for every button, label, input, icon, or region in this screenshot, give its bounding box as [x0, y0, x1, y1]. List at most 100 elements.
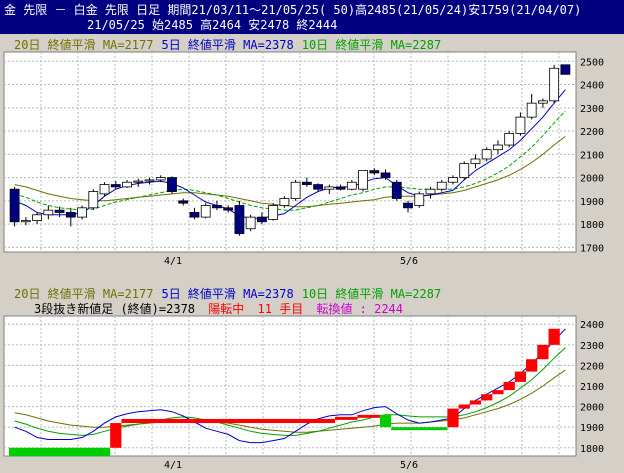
candle-up [526, 102, 537, 118]
y-tick-label: 2100 [580, 150, 604, 161]
candle-up [77, 207, 87, 218]
y-tick-label: 2200 [580, 127, 604, 138]
candle-up [549, 67, 560, 102]
turn-count: 11 手目 [257, 302, 304, 316]
candle-up [425, 188, 436, 195]
candle-up [459, 163, 470, 178]
candle-up [346, 181, 357, 190]
candle-down [167, 177, 177, 192]
ma20-line [14, 136, 566, 208]
legend-break: 20日 終値平滑 MA=2177 5日 終値平滑 MA=2378 10日 終値平滑 … [14, 285, 449, 302]
candle-down [54, 209, 65, 213]
candle-up [414, 193, 425, 206]
ma20-line [14, 369, 566, 433]
candle-down [369, 170, 380, 174]
break-block-up [514, 371, 527, 382]
break-block-up [481, 394, 493, 401]
break-block-up [537, 344, 549, 360]
candle-down [65, 212, 76, 218]
y-tick-label: 1700 [580, 243, 604, 254]
y-tick-label: 2000 [580, 174, 604, 185]
break-block-up [469, 400, 482, 405]
candle-down [234, 205, 245, 235]
y-tick-label: 2100 [580, 382, 604, 393]
candle-up [470, 158, 481, 165]
break-block-up [334, 416, 358, 420]
candle-up [32, 214, 42, 222]
candle-down [223, 207, 234, 211]
x-tick-label: 5/6 [400, 256, 418, 267]
legend-ma20: 20日 終値平滑 MA=2177 [14, 38, 154, 52]
y-tick-label: 1900 [580, 423, 604, 434]
break-label: 3段抜き新値足 (終値)=2378 [34, 302, 196, 316]
y-tick-label: 1800 [580, 220, 604, 231]
legend-ma5: 5日 終値平滑 MA=2378 [161, 38, 294, 52]
y-tick-label: 1900 [580, 197, 604, 208]
break-info: 3段抜き新値足 (終値)=2378 陽転中 11 手目 転換値 : 2244 [34, 300, 403, 317]
break-block-up [121, 418, 335, 424]
break-block-up [526, 359, 538, 372]
y-tick-label: 2200 [580, 361, 604, 372]
y-tick-label: 1800 [580, 444, 604, 455]
break-block-up [357, 414, 380, 418]
break-block-up [548, 328, 560, 345]
break-block-down [391, 427, 448, 431]
legend-candle: 20日 終値平滑 MA=2177 5日 終値平滑 MA=2378 10日 終値平滑 … [14, 36, 449, 53]
break-block-up [492, 390, 504, 395]
candle-down [189, 212, 200, 218]
ohlc-summary: 21/05/25 始2485 高2464 安2478 終2444 [87, 18, 338, 32]
break-block-down [9, 447, 111, 457]
candle-down [178, 200, 189, 204]
x-tick-label: 4/1 [164, 460, 182, 471]
candle-down [403, 202, 413, 209]
x-tick-label: 5/6 [400, 460, 418, 471]
break-block-up [447, 408, 459, 428]
candle-up [538, 100, 548, 104]
candle-up [358, 170, 368, 190]
candle-up [133, 180, 144, 183]
break-block-up [458, 404, 470, 409]
break-block-up [503, 381, 515, 391]
legend-ma5: 5日 終値平滑 MA=2378 [161, 287, 294, 301]
candle-down [110, 184, 121, 188]
chart-title: 金 先限 － 白金 先限 日足 期間21/03/11～21/05/25( 50)… [4, 3, 582, 17]
legend-ma20: 20日 終値平滑 MA=2177 [14, 287, 154, 301]
reversal-status: 陽転中 [208, 302, 245, 316]
ma5-line [14, 89, 566, 219]
candle-down [391, 181, 402, 199]
chart-header: 金 先限 － 白金 先限 日足 期間21/03/11～21/05/25( 50)… [0, 0, 624, 34]
candle-up [268, 205, 279, 220]
y-tick-label: 2000 [580, 403, 604, 414]
candle-down [212, 205, 222, 209]
legend-ma10: 10日 終値平滑 MA=2287 [301, 287, 442, 301]
candle-up [155, 177, 166, 181]
candle-down [301, 181, 312, 185]
candle-up [245, 216, 256, 230]
candle-down [560, 64, 571, 75]
candle-up [43, 209, 54, 216]
candle-up [493, 144, 503, 151]
y-tick-label: 2300 [580, 341, 604, 352]
candle-down [380, 172, 391, 178]
break-block-up [110, 423, 122, 448]
candle-up [504, 132, 515, 146]
y-tick-label: 2300 [580, 104, 604, 115]
candle-up [144, 179, 155, 182]
plot-area [3, 51, 577, 253]
candle-up [448, 177, 458, 183]
y-tick-label: 2400 [580, 320, 604, 331]
legend-ma10: 10日 終値平滑 MA=2287 [301, 38, 442, 52]
candle-up [481, 149, 492, 160]
candle-up [436, 181, 447, 190]
candle-up [515, 116, 526, 134]
candle-up [279, 198, 290, 206]
candle-up [290, 181, 301, 199]
candle-up [122, 181, 132, 188]
y-tick-label: 2400 [580, 81, 604, 92]
candle-down [335, 186, 346, 190]
candle-down [257, 216, 267, 223]
y-tick-label: 2500 [580, 57, 604, 68]
switch-value: 転換値 : 2244 [316, 302, 404, 316]
